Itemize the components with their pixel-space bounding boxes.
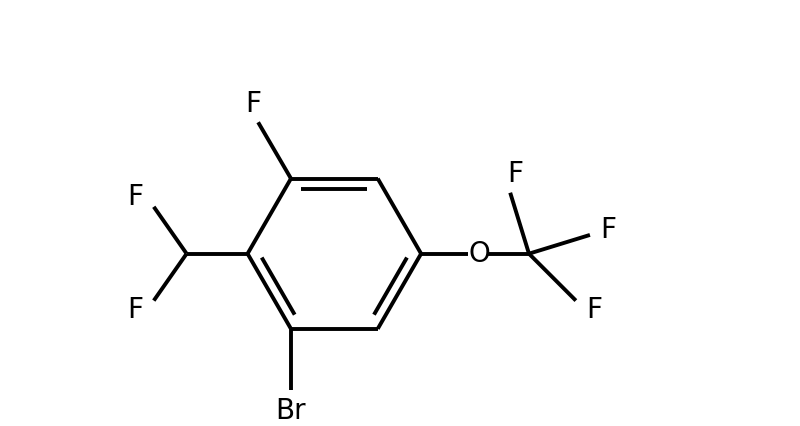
- Text: F: F: [507, 160, 523, 188]
- Text: F: F: [586, 296, 602, 324]
- Text: F: F: [601, 216, 617, 244]
- Text: F: F: [246, 89, 262, 118]
- Text: O: O: [469, 240, 490, 268]
- Text: F: F: [127, 184, 143, 211]
- Text: Br: Br: [276, 397, 306, 425]
- Text: F: F: [127, 296, 143, 324]
